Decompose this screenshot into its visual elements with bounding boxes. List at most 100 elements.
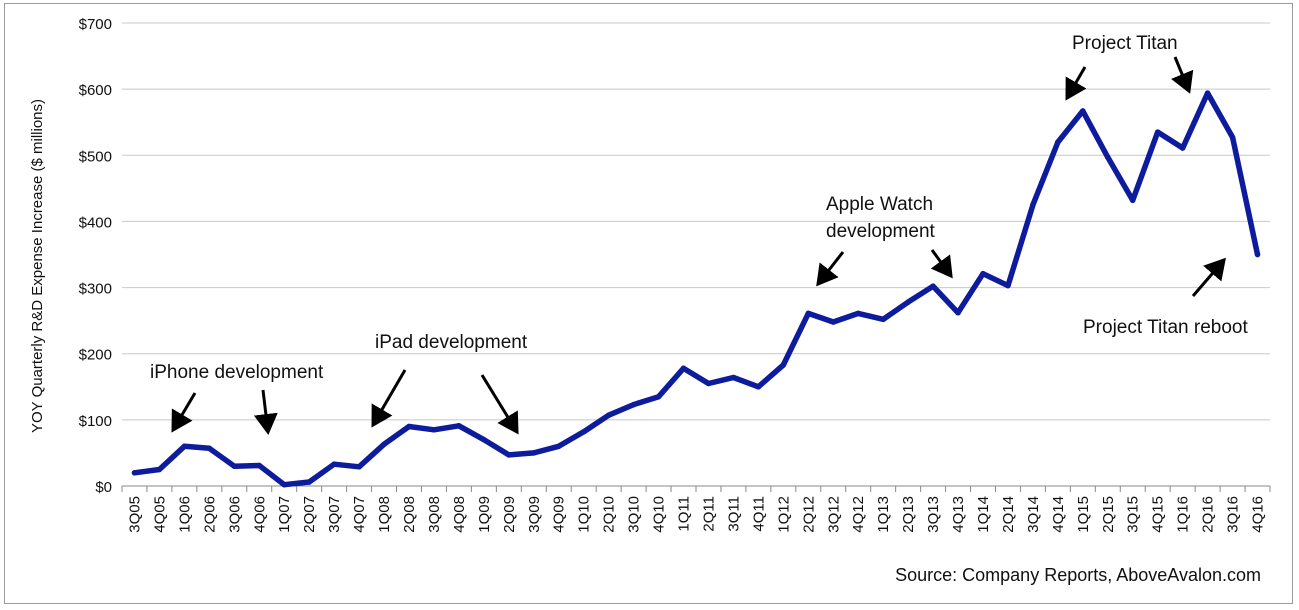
x-tick-label: 1Q15 bbox=[1075, 496, 1092, 533]
data-point bbox=[780, 362, 787, 368]
data-point bbox=[406, 423, 412, 430]
data-point bbox=[655, 393, 662, 400]
data-point bbox=[131, 470, 138, 476]
x-tick-label: 4Q12 bbox=[850, 496, 867, 533]
x-tick-label: 2Q13 bbox=[900, 496, 917, 533]
data-point bbox=[830, 319, 837, 325]
x-tick-label: 3Q16 bbox=[1225, 496, 1242, 533]
arrow-ipad-2 bbox=[480, 374, 519, 435]
x-tick-label: 1Q12 bbox=[775, 496, 792, 533]
x-tick-label: 3Q06 bbox=[226, 496, 243, 533]
x-tick-label: 1Q10 bbox=[576, 496, 593, 533]
x-tick-label: 3Q14 bbox=[1025, 496, 1042, 533]
x-tick-label: 1Q06 bbox=[176, 496, 193, 533]
data-point bbox=[1080, 108, 1086, 114]
data-point bbox=[156, 466, 163, 473]
data-point bbox=[930, 283, 936, 289]
x-tick-label: 2Q09 bbox=[501, 496, 518, 533]
data-point bbox=[456, 423, 462, 429]
x-tick-label: 3Q07 bbox=[326, 496, 343, 533]
data-point bbox=[855, 310, 861, 317]
data-point bbox=[1154, 129, 1161, 135]
x-tick-label: 3Q09 bbox=[526, 496, 543, 533]
data-point bbox=[1179, 145, 1186, 151]
x-tick-label: 3Q11 bbox=[725, 496, 742, 532]
y-tick-label: $0 bbox=[95, 479, 112, 496]
data-point bbox=[181, 443, 188, 450]
x-tick-label: 4Q05 bbox=[151, 496, 168, 533]
data-points bbox=[131, 90, 1261, 488]
data-point bbox=[381, 441, 387, 448]
x-tick-label: 2Q12 bbox=[800, 496, 817, 533]
arrow-watch-2 bbox=[930, 249, 953, 279]
annotation-ipad: iPad development bbox=[375, 332, 528, 353]
data-point bbox=[755, 384, 762, 390]
data-point bbox=[231, 463, 238, 469]
data-point bbox=[431, 427, 437, 433]
data-point bbox=[880, 316, 886, 323]
x-tick-label: 4Q10 bbox=[651, 496, 668, 533]
x-tick-label: 4Q13 bbox=[950, 496, 967, 533]
x-tick-label: 2Q15 bbox=[1100, 496, 1117, 533]
x-tick-label: 4Q07 bbox=[351, 496, 368, 533]
data-point bbox=[256, 462, 263, 469]
data-point bbox=[1105, 154, 1111, 161]
y-tick-label: $200 bbox=[79, 347, 112, 364]
data-point bbox=[206, 445, 213, 452]
x-tick-label: 1Q14 bbox=[975, 496, 992, 533]
data-point bbox=[605, 412, 612, 418]
data-point bbox=[356, 464, 362, 470]
y-tick-label: $100 bbox=[79, 413, 112, 430]
arrow-titan-1 bbox=[1065, 66, 1087, 101]
annotation-iphone: iPhone development bbox=[150, 362, 324, 383]
x-tick-label: 4Q15 bbox=[1150, 496, 1167, 533]
x-tick-label: 3Q05 bbox=[126, 496, 143, 533]
data-point bbox=[306, 479, 312, 485]
data-point bbox=[1129, 197, 1136, 204]
data-point bbox=[1229, 134, 1236, 141]
annotation-watch-line1: Apple Watch bbox=[826, 194, 933, 215]
data-point bbox=[980, 270, 986, 277]
x-tick-label: 2Q16 bbox=[1200, 496, 1217, 533]
data-point bbox=[905, 299, 911, 305]
y-tick-label: $700 bbox=[79, 16, 112, 33]
arrow-watch-1 bbox=[816, 251, 845, 287]
annotation-titan-reboot: Project Titan reboot bbox=[1083, 317, 1248, 338]
source-note: Source: Company Reports, AboveAvalon.com bbox=[895, 565, 1261, 585]
x-tick-label: 4Q06 bbox=[251, 496, 268, 533]
arrow-titan-2 bbox=[1171, 56, 1194, 94]
data-point bbox=[555, 443, 562, 450]
data-point bbox=[506, 452, 512, 458]
x-tick-label: 1Q07 bbox=[276, 496, 293, 533]
y-tick-label: $600 bbox=[79, 82, 112, 99]
x-tick-label: 1Q16 bbox=[1175, 496, 1192, 533]
x-tick-label: 1Q11 bbox=[676, 496, 693, 532]
x-tick-label: 3Q12 bbox=[825, 496, 842, 533]
data-point bbox=[955, 309, 961, 316]
data-point bbox=[1005, 282, 1011, 289]
data-point bbox=[805, 310, 812, 317]
x-tick-label: 3Q08 bbox=[426, 496, 443, 533]
data-point bbox=[1254, 251, 1261, 258]
arrow-iphone-2 bbox=[253, 389, 278, 435]
data-point bbox=[1204, 90, 1211, 96]
data-point bbox=[680, 365, 687, 372]
data-point bbox=[331, 461, 337, 467]
x-tick-label: 1Q09 bbox=[476, 496, 493, 533]
x-tick-label: 4Q16 bbox=[1250, 496, 1267, 533]
x-tick-label: 1Q13 bbox=[875, 496, 892, 533]
annotation-titan: Project Titan bbox=[1072, 33, 1178, 54]
x-tick-label: 2Q08 bbox=[401, 496, 418, 533]
x-tick-label: 3Q15 bbox=[1125, 496, 1142, 533]
data-point bbox=[481, 436, 487, 443]
x-tick-label: 4Q14 bbox=[1050, 496, 1067, 533]
y-tick-labels: $0 $100 $200 $300 $400 $500 $600 $700 bbox=[79, 16, 112, 496]
x-tick-label: 2Q07 bbox=[301, 496, 318, 533]
arrow-iphone-1 bbox=[171, 392, 197, 433]
data-point bbox=[281, 481, 287, 488]
x-tick-label: 2Q11 bbox=[700, 496, 717, 532]
data-point bbox=[1055, 139, 1061, 145]
annotation-watch-line2: development bbox=[826, 221, 936, 242]
series-line bbox=[131, 90, 1261, 488]
x-tick-labels: 3Q05 4Q05 1Q06 2Q06 3Q06 4Q06 1Q07 2Q07 3Q07 4Q07… bbox=[126, 496, 1266, 533]
